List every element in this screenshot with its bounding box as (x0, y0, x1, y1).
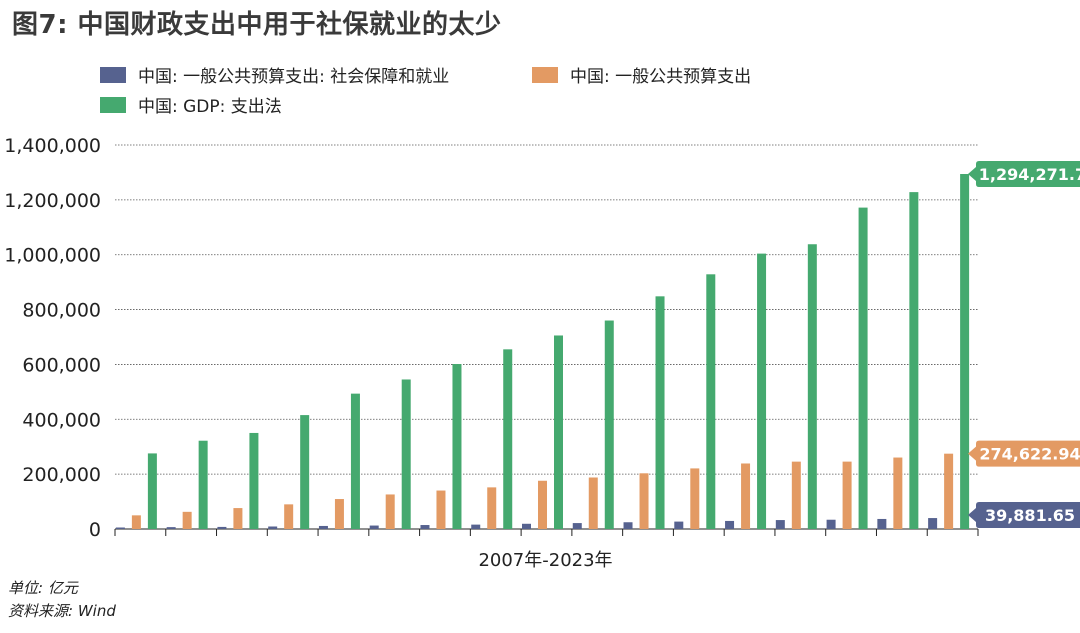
bar-gdp (249, 432, 259, 529)
end-label-social-security: 39,881.65 (985, 506, 1075, 525)
bar-gdp (147, 453, 157, 529)
bar-gdp (300, 415, 310, 529)
bar-budget-expenditure (385, 494, 395, 529)
y-tick-label: 200,000 (22, 464, 101, 486)
bar-social-security (318, 525, 328, 529)
bar-gdp (350, 393, 360, 529)
y-tick-label: 800,000 (22, 300, 101, 322)
end-label-budget-expenditure: 274,622.94 (979, 445, 1080, 464)
legend-item-gdp[interactable]: 中国: GDP: 支出法 (100, 92, 282, 117)
y-tick-label: 1,000,000 (4, 245, 101, 267)
bar-budget-expenditure (487, 487, 497, 529)
bar-gdp (604, 320, 614, 529)
bar-gdp (554, 335, 563, 529)
bar-budget-expenditure (284, 504, 294, 529)
legend-item-social-security[interactable]: 中国: 一般公共预算支出: 社会保障和就业 (100, 62, 449, 87)
legend-swatch-social-security (100, 66, 126, 83)
bar-budget-expenditure (588, 477, 598, 529)
bar-social-security (268, 526, 278, 529)
bar-budget-expenditure (690, 468, 700, 529)
legend-swatch-gdp (100, 96, 126, 113)
y-tick-label: 1,200,000 (4, 190, 101, 212)
bar-gdp (807, 244, 817, 529)
bar-budget-expenditure (436, 490, 446, 529)
bar-social-security (826, 519, 836, 529)
end-label-social-security-box (968, 502, 1080, 528)
bar-social-security (217, 526, 227, 529)
bar-budget-expenditure (842, 461, 852, 529)
legend-label-gdp: 中国: GDP: 支出法 (138, 97, 282, 117)
bar-social-security (572, 523, 582, 529)
bar-gdp (909, 192, 919, 529)
chart-title: 图7: 中国财政支出中用于社保就业的太少 (12, 10, 502, 40)
legend-label-social-security: 中国: 一般公共预算支出: 社会保障和就业 (138, 67, 450, 87)
bar-social-security (471, 524, 481, 529)
bar-chart: 0 200,000 400,000 600,000 800,000 1,000,000 1,… (4, 135, 1080, 571)
bar-gdp (655, 296, 665, 529)
legend-label-budget-expenditure: 中国: 一般公共预算支出 (570, 67, 752, 87)
y-tick-label: 0 (89, 519, 101, 541)
bar-social-security (725, 520, 735, 529)
bar-budget-expenditure (639, 473, 649, 529)
bar-budget-expenditure (131, 515, 141, 529)
bar-budget-expenditure (538, 480, 547, 529)
bar-gdp (401, 379, 411, 529)
bar-social-security (369, 525, 379, 529)
bar-budget-expenditure (233, 508, 243, 529)
end-label-gdp: 1,294,271.70 (979, 165, 1080, 184)
legend-item-budget-expenditure[interactable]: 中国: 一般公共预算支出 (532, 62, 751, 87)
end-label-budget-expenditure-box (968, 440, 1080, 467)
bar-gdp (452, 364, 462, 529)
y-tick-label: 400,000 (22, 409, 101, 431)
bar-social-security (775, 520, 785, 529)
bar-social-security (420, 525, 430, 529)
end-label-gdp-box (968, 161, 1080, 187)
bar-gdp (503, 349, 513, 529)
bar-social-security (115, 527, 125, 529)
bar-budget-expenditure (893, 457, 903, 529)
y-tick-label: 600,000 (22, 354, 101, 376)
bar-social-security (877, 518, 887, 529)
bar-budget-expenditure (791, 461, 801, 529)
bar-social-security (674, 521, 684, 529)
bar-budget-expenditure (182, 511, 192, 529)
x-axis-label: 2007年-2023年 (478, 550, 612, 571)
bar-social-security (166, 527, 176, 529)
bar-gdp (757, 253, 767, 530)
bar-budget-expenditure (334, 499, 344, 529)
bar-budget-expenditure (944, 453, 954, 529)
bar-social-security (522, 523, 531, 529)
bar-gdp (706, 274, 716, 529)
source-note: 资料来源: Wind (8, 602, 116, 620)
legend-swatch-budget-expenditure (532, 66, 558, 83)
unit-note: 单位: 亿元 (8, 579, 78, 597)
bar-gdp (198, 440, 208, 529)
bar-budget-expenditure (741, 463, 751, 529)
bar-social-security (928, 518, 938, 529)
bar-social-security (623, 522, 633, 529)
bar-gdp (858, 207, 868, 530)
y-tick-label: 1,400,000 (4, 135, 101, 157)
bar-gdp (960, 173, 970, 529)
